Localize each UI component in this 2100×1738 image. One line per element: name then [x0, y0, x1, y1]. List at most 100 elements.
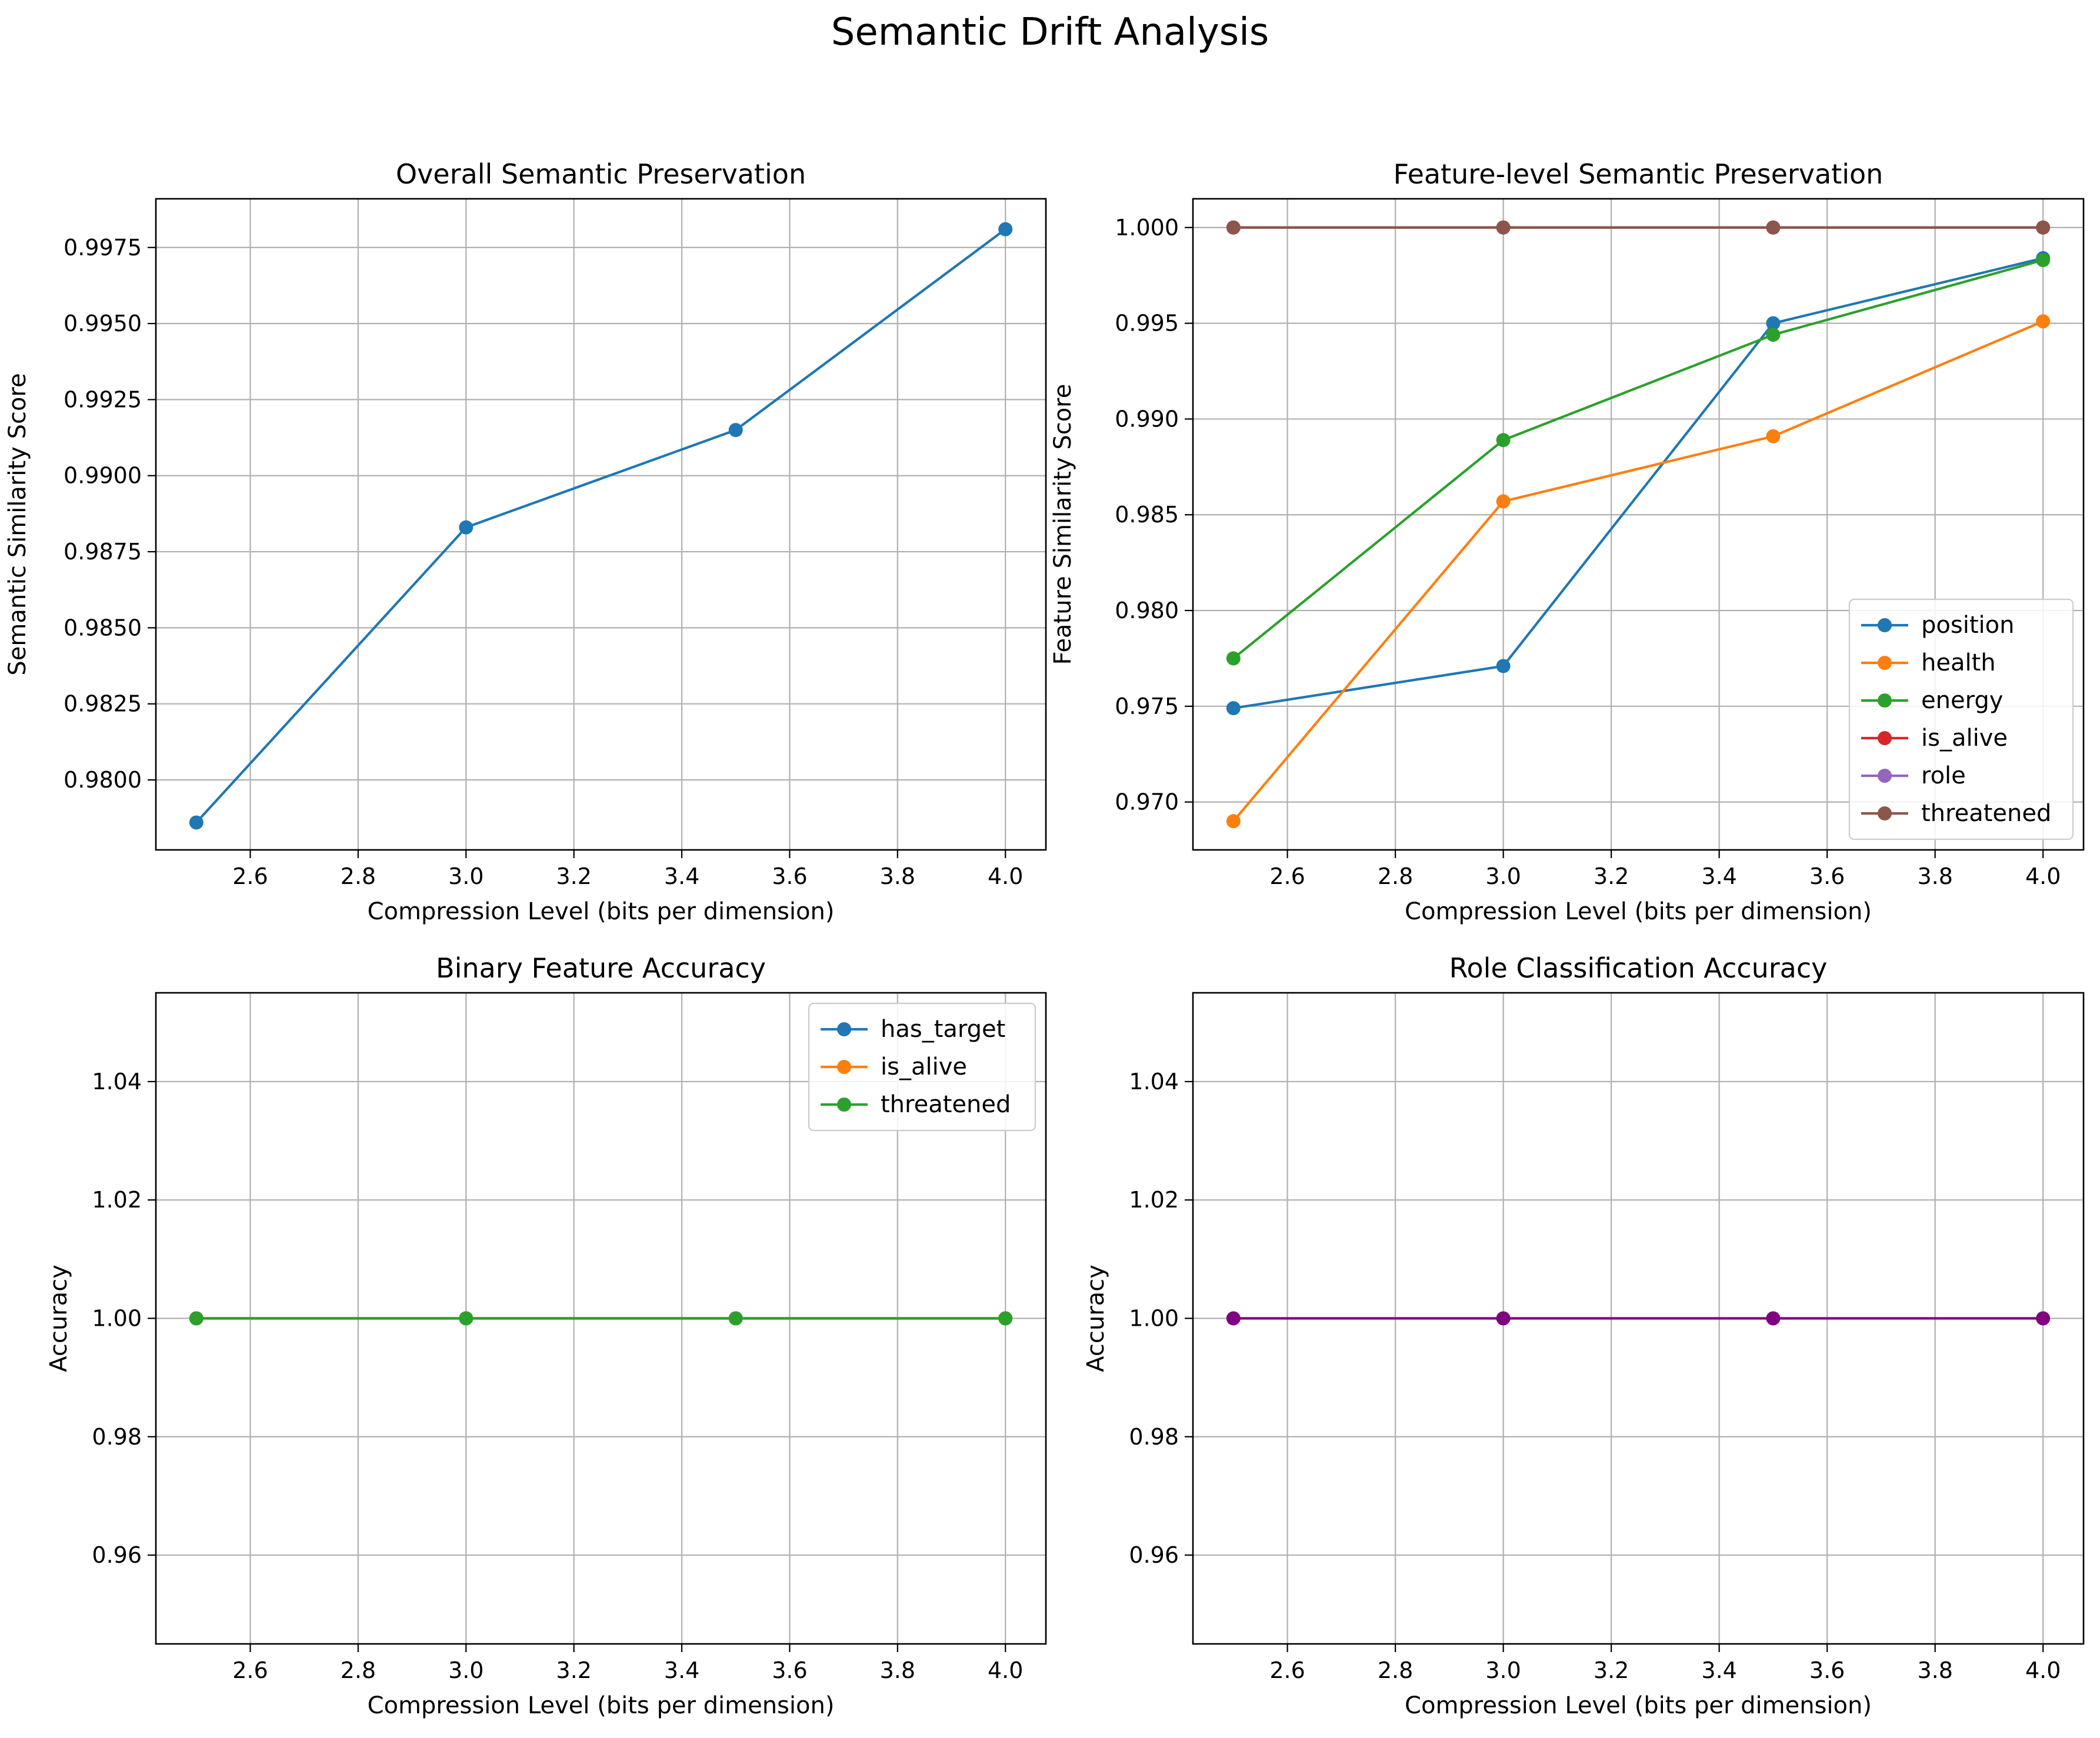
x-tick-label: 3.6 [1809, 863, 1845, 889]
x-tick-label: 4.0 [988, 863, 1023, 889]
y-tick-label: 0.970 [1115, 789, 1179, 815]
y-axis-label: Feature Similarity Score [1049, 384, 1076, 665]
data-point [189, 815, 204, 830]
legend-label: threatened [881, 1091, 1011, 1118]
y-tick-label: 0.98 [1129, 1424, 1179, 1450]
data-point [728, 1311, 743, 1326]
x-tick-label: 4.0 [988, 1657, 1023, 1683]
y-tick-label: 0.9875 [64, 539, 142, 565]
y-tick-label: 0.9950 [64, 311, 142, 336]
x-tick-label: 3.4 [1701, 1657, 1736, 1683]
y-tick-label: 0.98 [92, 1424, 142, 1450]
y-tick-label: 1.00 [92, 1306, 142, 1332]
x-axis-label: Compression Level (bits per dimension) [368, 1692, 835, 1719]
y-tick-label: 0.995 [1115, 311, 1179, 336]
data-point [998, 222, 1013, 236]
legend: has_target is_alive threatened [808, 1002, 1036, 1132]
y-tick-label: 0.9850 [64, 615, 142, 641]
legend-box [1848, 598, 2074, 840]
data-point [1226, 814, 1241, 829]
subplot-title: Feature-level Semantic Preservation [1394, 158, 1884, 190]
figure-title: Semantic Drift Analysis [831, 11, 1269, 54]
x-tick-label: 2.8 [1378, 1657, 1413, 1683]
axes-frame [155, 198, 1047, 851]
data-point [1226, 1311, 1241, 1326]
data-point [728, 423, 743, 438]
y-tick-label: 1.000 [1115, 215, 1179, 241]
y-tick-label: 0.985 [1115, 502, 1179, 528]
x-tick-label: 3.2 [1594, 1657, 1629, 1683]
y-tick-label: 0.990 [1115, 406, 1179, 432]
axes-frame [1192, 198, 2085, 851]
y-axis-label: Accuracy [1082, 1265, 1109, 1372]
legend-swatch-marker [1878, 618, 1892, 632]
legend-label: has_target [881, 1016, 1005, 1043]
x-tick-label: 3.0 [448, 1657, 484, 1683]
data-point [2036, 314, 2051, 329]
subplot-1: 2.6 2.8 3.0 3.2 3.4 3.6 3.8 4.0 0.9800 0.9825 0.98… [4, 158, 1047, 925]
subplot-title: Binary Feature Accuracy [436, 952, 766, 984]
x-tick-label: 2.8 [1378, 863, 1413, 889]
legend-swatch-marker [1878, 731, 1892, 745]
x-tick-label: 3.0 [448, 863, 484, 889]
subplot-3: 2.6 2.8 3.0 3.2 3.4 3.6 3.8 4.0 0.96 0.98 1.00 1.02… [45, 952, 1047, 1719]
x-tick-label: 3.4 [1701, 863, 1736, 889]
legend-label: position [1921, 612, 2014, 639]
x-axis-label: Compression Level (bits per dimension) [368, 898, 835, 925]
legend-label: threatened [1921, 800, 2051, 827]
y-tick-label: 0.9900 [64, 463, 142, 489]
series-line-health [1232, 320, 2044, 822]
data-point [189, 1311, 204, 1326]
legend-swatch-marker [837, 1060, 851, 1074]
x-tick-label: 3.4 [664, 863, 699, 889]
x-tick-label: 3.2 [1594, 863, 1629, 889]
series-line-series-1 [195, 228, 1006, 823]
legend-swatch-marker [1878, 769, 1892, 783]
y-tick-label: 0.975 [1115, 693, 1179, 719]
subplot-2: 2.6 2.8 3.0 3.2 3.4 3.6 3.8 4.0 0.970 0.975 0.980 0… [1049, 158, 2085, 925]
legend-swatch-marker [837, 1022, 851, 1036]
data-point [1226, 651, 1241, 666]
x-tick-label: 2.6 [232, 1657, 268, 1683]
x-tick-label: 3.6 [772, 1657, 807, 1683]
data-point [1496, 494, 1511, 509]
subplot-title: Role Classification Accuracy [1449, 952, 1828, 984]
y-axis-label: Accuracy [45, 1265, 72, 1372]
x-axis-label: Compression Level (bits per dimension) [1405, 898, 1872, 925]
y-tick-label: 1.04 [92, 1069, 142, 1095]
y-tick-label: 1.00 [1129, 1306, 1179, 1332]
data-point [2036, 220, 2051, 235]
data-point [1766, 220, 1781, 235]
x-tick-label: 3.2 [556, 1657, 591, 1683]
y-tick-label: 0.9800 [64, 767, 142, 793]
x-tick-label: 3.6 [772, 863, 807, 889]
subplot-4: 2.6 2.8 3.0 3.2 3.4 3.6 3.8 4.0 0.96 0.98 1.00 1.02… [1082, 952, 2085, 1719]
x-tick-label: 3.2 [556, 863, 591, 889]
data-point [1766, 1311, 1781, 1326]
y-tick-label: 0.9975 [64, 235, 142, 261]
legend-swatch-marker [837, 1097, 851, 1112]
series-line-position [1233, 256, 2044, 710]
y-tick-label: 1.02 [92, 1187, 142, 1213]
x-tick-label: 2.6 [232, 863, 268, 889]
legend-swatch-marker [1878, 806, 1892, 820]
y-tick-label: 0.9825 [64, 691, 142, 717]
legend-label: is_alive [1921, 725, 2008, 752]
data-point [1496, 659, 1511, 673]
data-point [1766, 429, 1781, 443]
legend-label: energy [1921, 687, 2003, 714]
x-axis-label: Compression Level (bits per dimension) [1405, 1692, 1872, 1719]
legend-label: role [1921, 762, 1966, 789]
data-point [1496, 220, 1511, 235]
data-point [459, 520, 474, 535]
series-line-energy [1232, 259, 2044, 660]
x-tick-label: 3.0 [1485, 863, 1521, 889]
x-tick-label: 3.0 [1485, 1657, 1521, 1683]
x-tick-label: 3.8 [1917, 863, 1952, 889]
data-point [1226, 701, 1241, 716]
y-axis-label: Semantic Similarity Score [4, 373, 31, 675]
x-tick-label: 3.8 [1917, 1657, 1952, 1683]
x-tick-label: 2.6 [1269, 863, 1305, 889]
